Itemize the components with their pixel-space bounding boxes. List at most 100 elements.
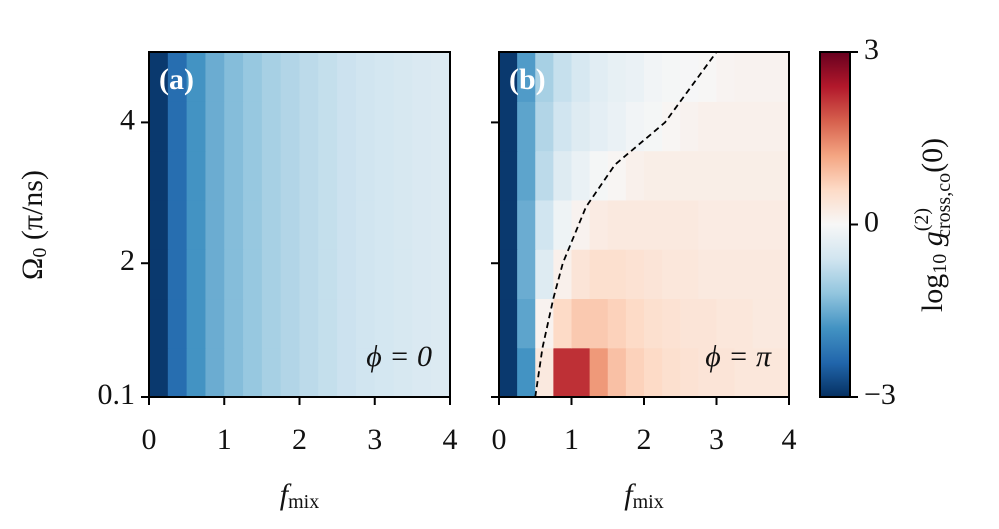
heatmap-cell [644,101,663,152]
heatmap-cell [734,199,754,250]
heatmap-cell [680,101,699,152]
heatmap-cell [186,52,207,102]
heatmap-cell [607,249,627,300]
y-label-unit: (π/ns) [16,170,49,248]
heatmap-cell [205,52,225,102]
heatmap-cell [589,199,609,250]
heatmap-cell [607,52,627,102]
heatmap-cell [535,150,554,201]
heatmap-cell [412,249,432,300]
heatmap-cell [770,52,790,102]
heatmap-cell [299,150,319,201]
heatmap-cell [431,199,451,250]
heatmap-cell [517,101,536,152]
heatmap-cell [149,101,169,152]
x-tick-label: 2 [292,423,307,456]
heatmap-cell [431,298,451,349]
heatmap-cell [205,298,225,349]
heatmap-cell [374,298,395,349]
heatmap-cell [698,249,718,300]
heatmap-cell [517,249,536,300]
heatmap-cell [680,249,699,300]
heatmap-cell [499,199,518,250]
heatmap-cell [243,298,263,349]
heatmap-cell [716,150,736,201]
heatmap-cell [318,199,338,250]
heatmap-cell [553,347,573,398]
heatmap-cell [589,298,609,349]
heatmap-cell [625,347,645,398]
heatmap-cell [607,347,627,398]
heatmap-cell [589,52,609,102]
heatmap-cell [374,199,395,250]
heatmap-cell [167,101,188,152]
heatmap-cell [431,52,451,102]
heatmap-cell [337,249,357,300]
x-tick-label: 3 [709,423,724,456]
heatmap-cell [318,101,338,152]
heatmap-cell [499,101,518,152]
heatmap-cell [662,150,681,201]
heatmap-cell [186,150,207,201]
heatmap-cell [607,101,627,152]
heatmap-cell [770,101,790,152]
heatmap-cell [374,150,395,201]
heatmap-cell [553,101,573,152]
heatmap-cell [205,101,225,152]
heatmap-cell [698,199,718,250]
contour-line [534,51,718,398]
heatmap-cell [243,150,263,201]
colorbar-tick-label: −3 [864,378,896,411]
heatmap-cell [625,101,645,152]
heatmap-cell [355,298,376,349]
heatmap-cell [698,347,718,398]
heatmap-cell [243,101,263,152]
x-axis-label: fmix [280,478,319,513]
heatmap-cell [299,347,319,398]
heatmap-cell [243,199,263,250]
heatmap-cell [318,249,338,300]
heatmap-cell [261,199,282,250]
heatmap-cell [186,101,207,152]
y-tick-label: 4 [120,103,135,136]
heatmap-cell [607,199,627,250]
heatmap-cell [149,199,169,250]
heatmap-cell [412,150,432,201]
heatmap-cell [644,52,663,102]
heatmap-cell [374,249,395,300]
heatmap-cell [412,298,432,349]
x-tick-label: 0 [492,423,507,456]
heatmap-cell [716,52,736,102]
heatmap-cell [625,249,645,300]
heatmap-cell [318,347,338,398]
heatmap-cell [224,347,244,398]
heatmap-cell [280,298,301,349]
heatmap-cell [553,199,573,250]
heatmap-cell [752,249,772,300]
heatmap-cell [734,52,754,102]
heatmap-cell [716,347,736,398]
x-axis-label: fmix [624,478,663,513]
heatmap-cell [517,199,536,250]
y-tick-label: 2 [120,244,135,277]
heatmap-cell [186,199,207,250]
heatmap-cell [280,52,301,102]
heatmap-cell [355,52,376,102]
heatmap-cell [589,150,609,201]
heatmap-cell [393,347,413,398]
colorbar-tick-label: 3 [864,33,879,66]
heatmap-cell [224,199,244,250]
heatmap-cell [770,150,790,201]
heatmap-cell [698,298,718,349]
heatmap-cell [337,347,357,398]
heatmap-cell [412,52,432,102]
heatmap-cell [355,347,376,398]
heatmap-cell [644,199,663,250]
heatmap-cell [299,52,319,102]
heatmap-cell [224,249,244,300]
heatmap-cell [337,199,357,250]
heatmap-cell [280,199,301,250]
heatmap-cell [698,101,718,152]
heatmap-cell [535,347,554,398]
